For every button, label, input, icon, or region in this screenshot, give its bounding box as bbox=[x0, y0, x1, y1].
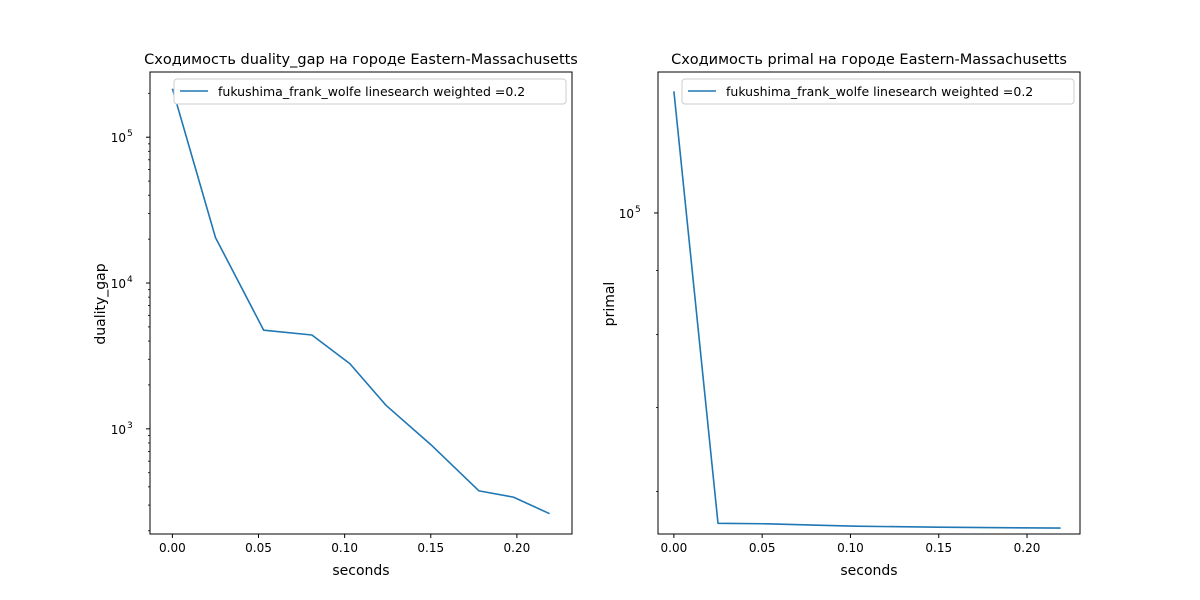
y-tick-label: 10 bbox=[619, 207, 634, 221]
legend-box bbox=[681, 78, 1075, 105]
x-axis-label: seconds bbox=[840, 563, 897, 579]
x-tick-label: 0.00 bbox=[661, 541, 688, 555]
x-tick-label: 0.05 bbox=[749, 541, 776, 555]
y-tick-label: 10 bbox=[111, 131, 126, 145]
x-axis-label: seconds bbox=[332, 563, 389, 579]
axes-frame bbox=[657, 71, 1081, 535]
chart-primal: Сходимость primal на городе Eastern-Mass… bbox=[602, 52, 1081, 579]
y-axis-label: primal bbox=[602, 282, 618, 327]
series-line bbox=[171, 88, 550, 515]
x-tick-label: 0.05 bbox=[245, 541, 272, 555]
x-tick-label: 0.20 bbox=[1014, 541, 1041, 555]
plot-area bbox=[673, 91, 1061, 529]
chart-duality-gap: Сходимость duality_gap на городе Eastern… bbox=[93, 52, 578, 579]
x-tick-label: 0.15 bbox=[925, 541, 952, 555]
x-tick-label: 0.10 bbox=[331, 541, 358, 555]
plot-area bbox=[171, 88, 550, 515]
y-tick-exponent: 5 bbox=[635, 205, 641, 215]
x-tick-label: 0.20 bbox=[504, 541, 531, 555]
y-tick-exponent: 5 bbox=[127, 129, 133, 139]
y-tick-label: 10 bbox=[111, 423, 126, 437]
chart-title: Сходимость duality_gap на городе Eastern… bbox=[144, 52, 578, 68]
y-tick-label: 10 bbox=[111, 277, 126, 291]
legend-box bbox=[173, 78, 567, 105]
tick-group: 0.00 0.05 0.10 0.15 0.20 10 5 bbox=[619, 205, 1041, 555]
series-line bbox=[673, 91, 1061, 529]
y-tick-exponent: 4 bbox=[127, 275, 133, 285]
x-tick-label: 0.15 bbox=[417, 541, 444, 555]
legend: fukushima_frank_wolfe linesearch weighte… bbox=[681, 78, 1075, 105]
y-axis-label: duality_gap bbox=[93, 263, 109, 344]
axes-frame bbox=[149, 71, 573, 535]
x-tick-label: 0.00 bbox=[159, 541, 186, 555]
x-tick-label: 0.10 bbox=[837, 541, 864, 555]
y-tick-exponent: 3 bbox=[127, 421, 133, 431]
legend-entry: fukushima_frank_wolfe linesearch weighte… bbox=[218, 84, 525, 99]
legend: fukushima_frank_wolfe linesearch weighte… bbox=[173, 78, 567, 105]
chart-title: Сходимость primal на городе Eastern-Mass… bbox=[671, 52, 1067, 68]
legend-entry: fukushima_frank_wolfe linesearch weighte… bbox=[726, 84, 1033, 99]
